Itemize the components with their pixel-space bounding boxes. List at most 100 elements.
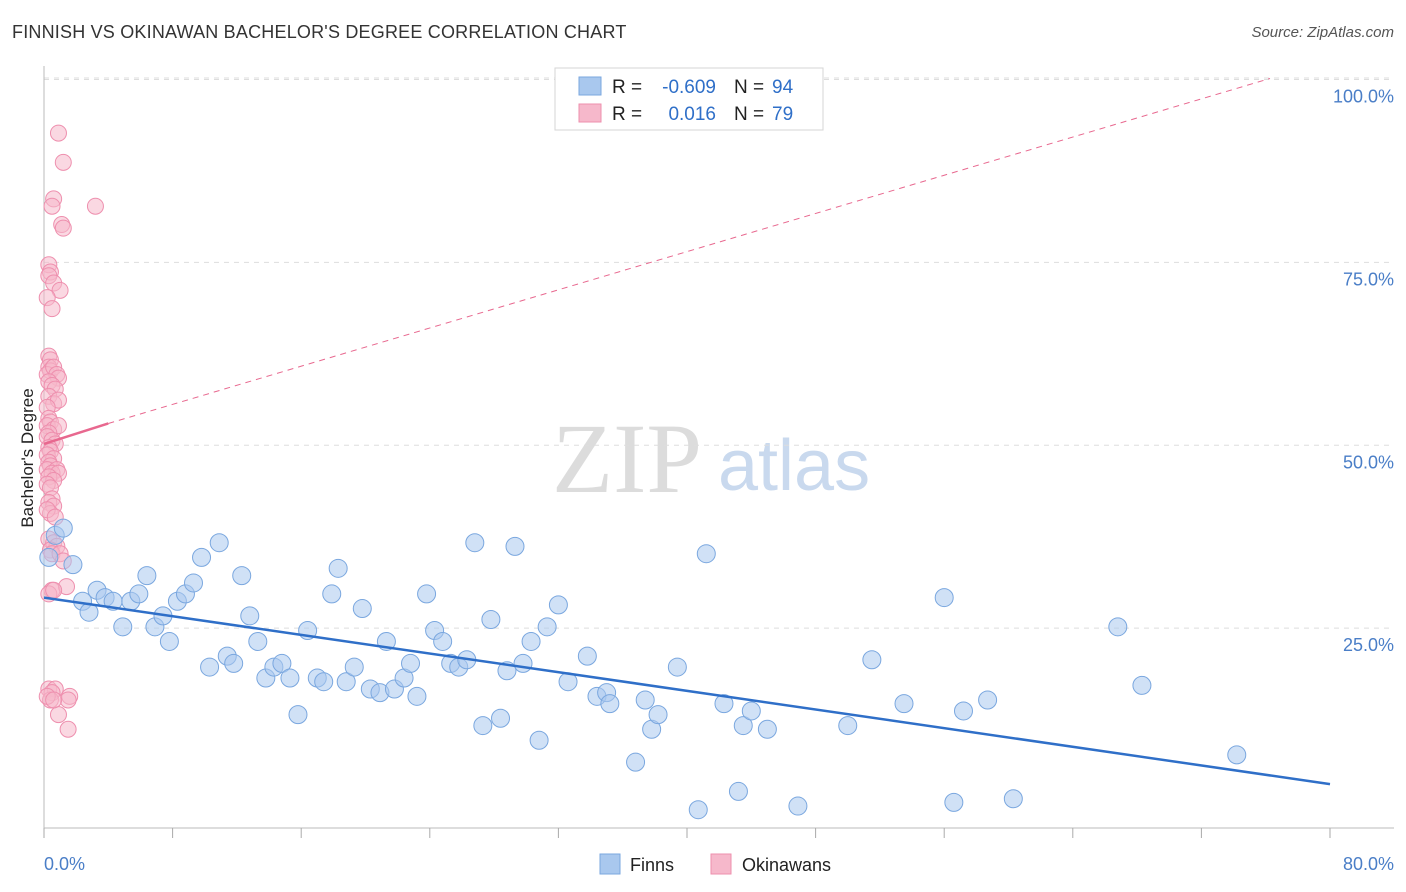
finns-point-30 [280,668,300,688]
y-tick-label-50: 50.0% [1343,452,1394,472]
finns-point-20 [200,657,220,677]
finns-point-84 [894,694,914,714]
okinawans-trend-line [43,422,109,446]
y-tick-label-100: 100.0% [1333,87,1394,107]
legend-swatch-okinawans [710,853,732,875]
finns-point-49 [433,631,453,651]
finns-point-88 [978,690,998,710]
okinawans-point-4 [43,197,61,215]
chart-title: FINNISH VS OKINAWAN BACHELOR'S DEGREE CO… [12,22,627,42]
source-credit: Source: ZipAtlas.com [1251,24,1394,41]
finns-point-31 [288,705,308,725]
legend: Finns Okinawans [599,853,831,875]
finns-point-81 [788,796,808,816]
x-axis-ticks [43,828,1331,838]
finns-point-60 [521,631,541,651]
y-tick-label-75: 75.0% [1343,269,1394,289]
finns-point-79 [741,701,761,721]
finns-point-36 [328,558,348,578]
finns-point-53 [465,533,485,553]
okinawans-point-13 [43,300,61,318]
stats-r-label-okinawans: R = [612,104,642,125]
watermark-atlas: atlas [718,426,870,506]
watermark-zip: ZIP [552,403,702,514]
finns-point-9 [113,617,133,637]
finns-point-73 [667,657,687,677]
finns-point-65 [577,646,597,666]
finns-point-37 [336,672,356,692]
finns-point-12 [137,566,157,586]
finns-point-90 [1108,617,1128,637]
finns-point-78 [733,716,753,736]
finns-point-47 [417,584,437,604]
watermark: ZIP atlas [552,403,870,514]
finns-point-75 [696,544,716,564]
okinawans-point-68 [45,581,63,599]
finns-point-69 [626,752,646,772]
okinawans-point-6 [54,219,72,237]
finns-point-70 [635,690,655,710]
okinawans-trend-extension [108,78,1271,424]
finns-point-25 [240,606,260,626]
okinawans-point-11 [51,281,69,299]
stats-swatch-okinawans [578,103,602,123]
stats-r-value-finns: -0.609 [662,77,716,98]
finns-point-55 [481,610,501,630]
finns-point-86 [944,792,964,812]
y-tick-label-25: 25.0% [1343,635,1394,655]
stats-n-label-finns: N = [734,77,764,98]
finns-point-56 [491,708,511,728]
finns-point-15 [159,631,179,651]
finns-point-82 [838,716,858,736]
y-axis-tick-labels: 25.0% 50.0% 75.0% 100.0% [1333,87,1394,656]
finns-series [39,518,1247,820]
finns-point-87 [953,701,973,721]
okinawans-point-0 [49,124,67,142]
finns-point-39 [352,599,372,619]
okinawans-series [38,124,104,738]
finns-point-21 [209,533,229,553]
finns-point-23 [224,653,244,673]
x-tick-label-min: 0.0% [44,854,85,874]
okinawans-point-75 [59,691,77,709]
x-tick-label-max: 80.0% [1343,854,1394,874]
legend-label-okinawans: Okinawans [742,855,831,875]
finns-point-18 [183,573,203,593]
legend-label-finns: Finns [630,855,674,875]
finns-point-38 [344,657,364,677]
finns-point-76 [714,694,734,714]
okinawans-point-76 [49,706,67,724]
finns-point-29 [272,653,292,673]
stats-r-value-okinawans: 0.016 [668,104,716,125]
finns-point-63 [548,595,568,615]
finns-point-68 [600,694,620,714]
finns-point-3 [63,555,83,575]
finns-point-35 [322,584,342,604]
finns-point-59 [513,653,533,673]
okinawans-point-2 [86,197,104,215]
stats-n-label-okinawans: N = [734,104,764,125]
stats-swatch-finns [578,76,602,96]
stats-n-value-okinawans: 79 [772,104,793,125]
finns-point-58 [505,536,525,556]
finns-point-92 [1227,745,1247,765]
finns-point-26 [248,631,268,651]
finns-point-0 [39,547,59,567]
finns-point-80 [757,719,777,739]
finns-point-72 [648,705,668,725]
y-axis-label: Bachelor's Degree [18,388,37,527]
finns-point-61 [529,730,549,750]
stats-box: R = -0.609 N = 94 R = 0.016 N = 79 [554,67,824,131]
finns-point-54 [473,716,493,736]
finns-point-62 [537,617,557,637]
stats-r-label-finns: R = [612,77,642,98]
okinawans-point-78 [45,691,63,709]
okinawans-point-1 [54,153,72,171]
legend-swatch-finns [599,853,621,875]
finns-point-91 [1132,675,1152,695]
stats-n-value-finns: 94 [772,77,794,98]
finns-point-2 [53,518,73,538]
finns-point-74 [688,800,708,820]
finns-trend-line [43,596,1331,786]
